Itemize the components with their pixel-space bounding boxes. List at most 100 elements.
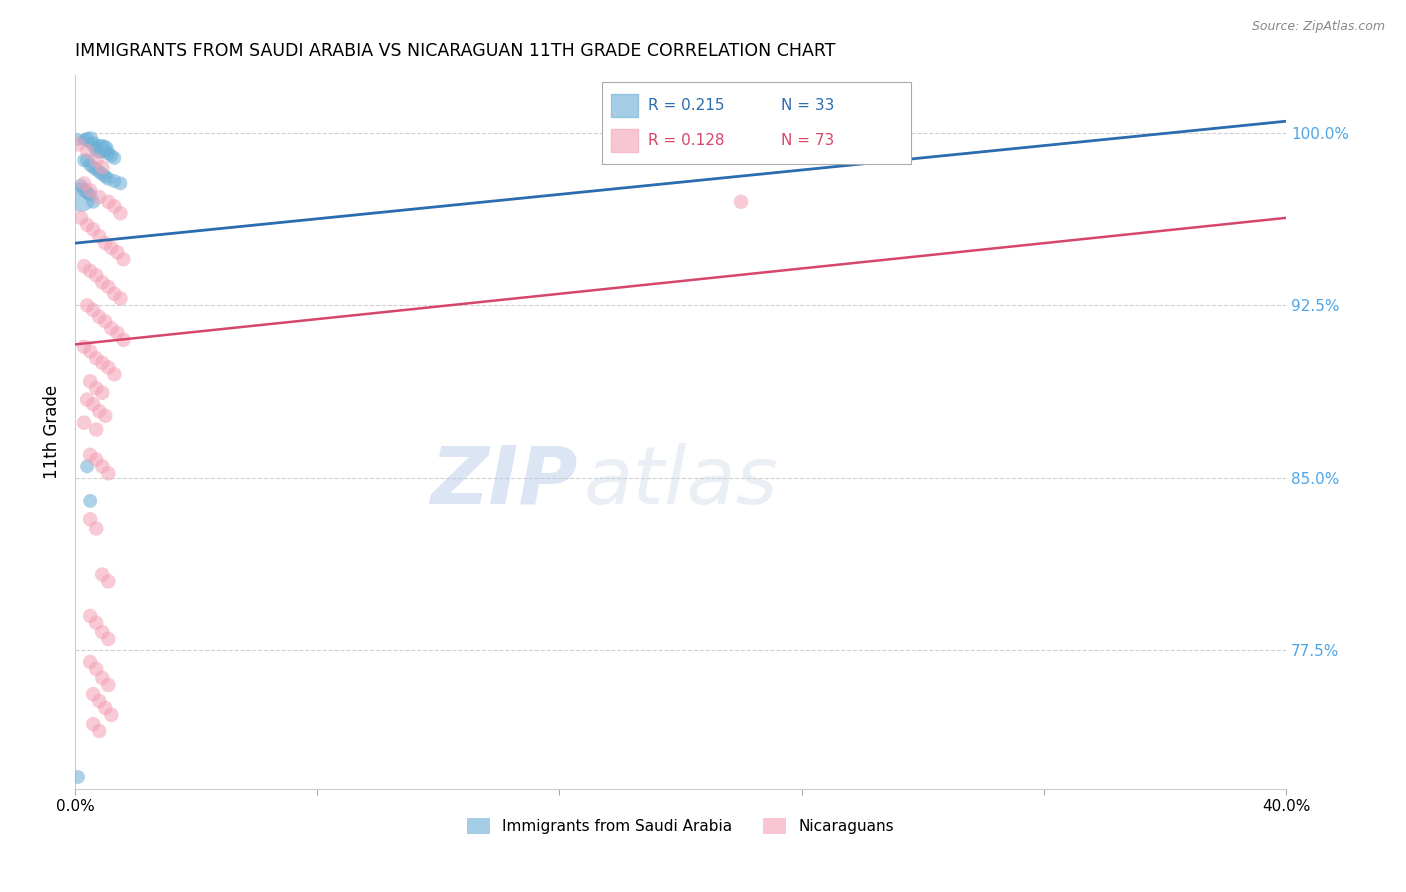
Point <box>84 381 107 395</box>
Point <box>79 448 101 462</box>
Point <box>89 165 111 179</box>
Text: Source: ZipAtlas.com: Source: ZipAtlas.com <box>1251 20 1385 33</box>
Point <box>103 199 125 213</box>
Text: N = 33: N = 33 <box>780 97 834 112</box>
Point <box>76 133 98 147</box>
Point <box>73 177 96 191</box>
Point <box>82 397 104 411</box>
Point <box>84 615 107 630</box>
Point <box>97 360 120 375</box>
Point <box>94 236 117 251</box>
Point <box>70 211 93 225</box>
Point <box>76 153 98 168</box>
Point <box>103 151 125 165</box>
Point <box>112 333 135 347</box>
Y-axis label: 11th Grade: 11th Grade <box>44 384 60 479</box>
Point <box>84 162 107 177</box>
Point <box>97 632 120 646</box>
Point <box>73 183 96 197</box>
Bar <box>612 94 638 117</box>
Point <box>84 351 107 366</box>
Point <box>97 146 120 161</box>
Point <box>94 142 117 156</box>
Point <box>79 344 101 359</box>
Text: ZIP: ZIP <box>430 442 578 521</box>
Point <box>89 229 111 244</box>
Point <box>103 286 125 301</box>
Point <box>67 770 90 784</box>
Point <box>76 144 98 158</box>
Point <box>100 241 122 255</box>
Point <box>89 404 111 418</box>
Point <box>82 687 104 701</box>
Point <box>94 409 117 423</box>
Point <box>84 423 107 437</box>
FancyBboxPatch shape <box>602 82 911 164</box>
Point <box>91 385 114 400</box>
Point <box>97 194 120 209</box>
Point <box>82 137 104 152</box>
Text: R = 0.215: R = 0.215 <box>648 97 724 112</box>
Point <box>103 368 125 382</box>
Point <box>79 512 101 526</box>
Point <box>94 314 117 328</box>
Point <box>79 655 101 669</box>
Point <box>79 609 101 624</box>
Point <box>79 133 101 147</box>
Point <box>79 158 101 172</box>
Point <box>97 171 120 186</box>
Point <box>84 452 107 467</box>
Point <box>73 153 96 168</box>
Point <box>91 671 114 685</box>
Point <box>97 280 120 294</box>
Point <box>82 302 104 317</box>
Point <box>84 521 107 535</box>
Point <box>89 310 111 324</box>
Point <box>105 326 128 340</box>
Point <box>91 567 114 582</box>
Point <box>103 174 125 188</box>
Point <box>100 321 122 335</box>
Point <box>91 275 114 289</box>
Point <box>67 133 90 147</box>
Point <box>89 190 111 204</box>
Point <box>73 259 96 273</box>
Point <box>76 459 98 474</box>
Legend: Immigrants from Saudi Arabia, Nicaraguans: Immigrants from Saudi Arabia, Nicaraguan… <box>467 818 894 834</box>
Point <box>84 268 107 283</box>
Point <box>79 183 101 197</box>
Point <box>82 717 104 731</box>
Point <box>91 167 114 181</box>
Point <box>70 190 93 204</box>
Point <box>97 574 120 589</box>
Point <box>79 374 101 388</box>
Point <box>73 340 96 354</box>
Point <box>97 678 120 692</box>
Point <box>67 137 90 152</box>
Point <box>76 186 98 200</box>
Point <box>91 356 114 370</box>
Point <box>76 218 98 232</box>
Point <box>84 142 107 156</box>
Point <box>89 694 111 708</box>
Point <box>91 625 114 640</box>
Point <box>94 701 117 715</box>
Point <box>89 142 111 156</box>
Point <box>91 459 114 474</box>
Point <box>91 142 114 156</box>
Point <box>73 416 96 430</box>
Point <box>94 169 117 184</box>
Text: N = 73: N = 73 <box>780 133 834 147</box>
Point <box>82 222 104 236</box>
Text: R = 0.128: R = 0.128 <box>648 133 724 147</box>
Text: atlas: atlas <box>583 442 779 521</box>
Point <box>91 160 114 174</box>
Point <box>70 178 93 193</box>
Point <box>84 153 107 168</box>
Point <box>79 494 101 508</box>
Point <box>84 662 107 676</box>
Bar <box>612 128 638 152</box>
Point <box>89 724 111 739</box>
Point <box>97 467 120 481</box>
Point <box>79 264 101 278</box>
